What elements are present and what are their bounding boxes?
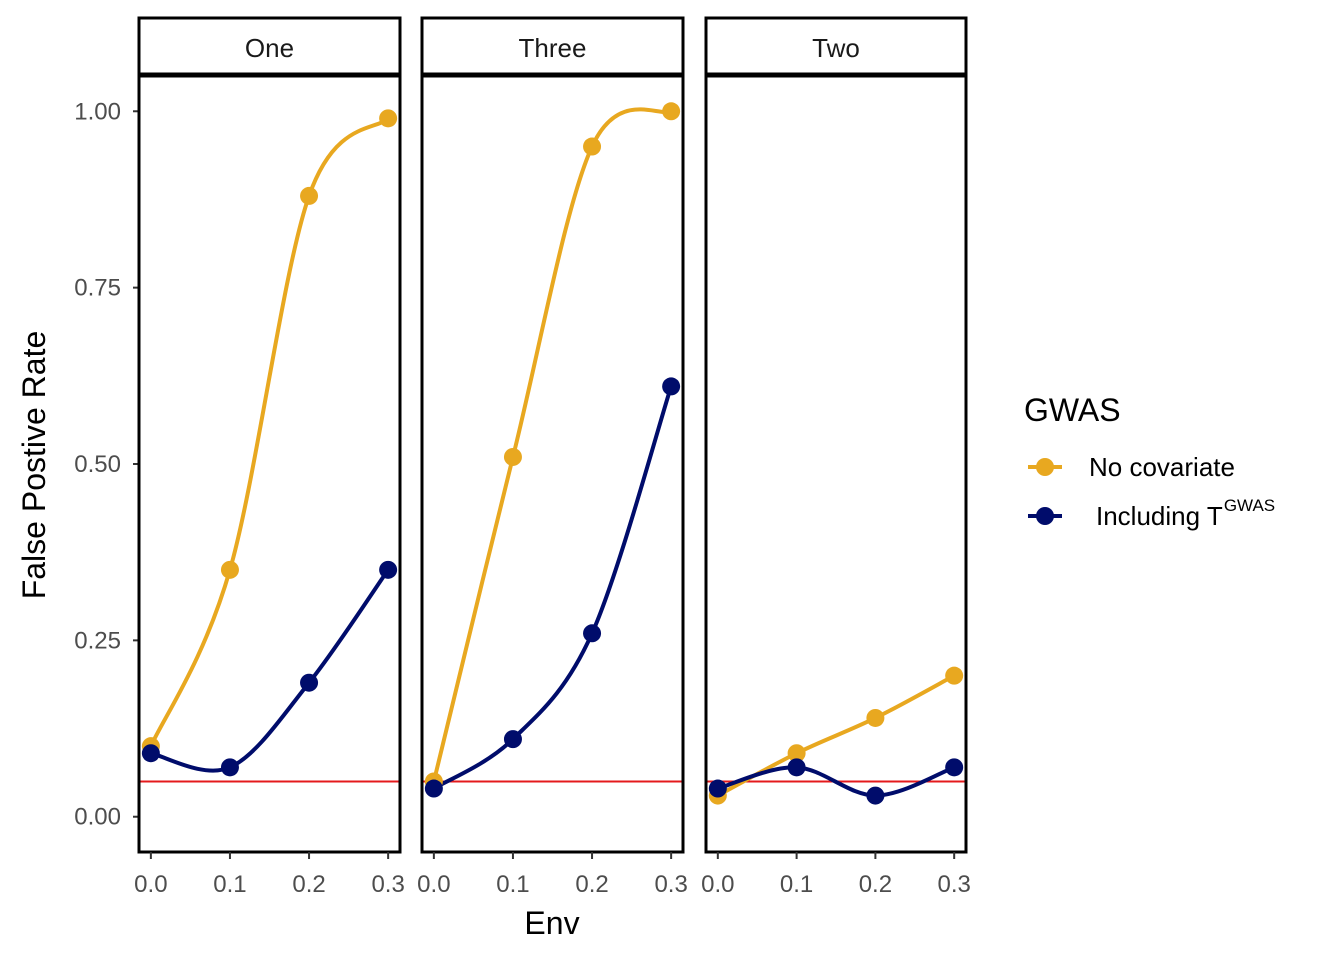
legend-label: Including T (1096, 501, 1223, 531)
facet-panel-three (420, 74, 685, 854)
x-tick-label: 0.2 (575, 871, 608, 898)
legend-title: GWAS (1024, 392, 1121, 428)
y-tick-label: 1.00 (74, 98, 121, 125)
data-point-including-tgwas (866, 786, 885, 805)
data-point-no-covariate (662, 102, 681, 121)
legend-label: No covariate (1089, 452, 1235, 482)
x-axis-title: Env (524, 905, 579, 941)
series-line-including-tgwas (148, 567, 391, 773)
data-point-including-tgwas (220, 758, 239, 777)
series-line-including-tgwas (715, 765, 957, 798)
y-axis-title: False Postive Rate (16, 331, 52, 600)
series-line-no-covariate (431, 107, 674, 784)
data-point-including-tgwas (141, 744, 160, 763)
facet-strip-two (704, 16, 968, 76)
data-point-including-tgwas (583, 624, 602, 643)
x-tick-label: 0.1 (780, 871, 813, 898)
data-point-no-covariate (787, 744, 806, 763)
data-point-no-covariate (945, 666, 964, 685)
facet-panel-one (137, 74, 402, 854)
x-tick-label: 0.2 (859, 871, 892, 898)
series-line-including-tgwas (431, 384, 674, 791)
legend-label-superscript: GWAS (1224, 496, 1275, 515)
data-point-no-covariate (503, 447, 522, 466)
legend-key-point (1036, 507, 1054, 525)
data-point-including-tgwas (708, 779, 727, 798)
facet-panel-two (704, 74, 968, 854)
data-point-including-tgwas (945, 758, 964, 777)
facet-strip-label: One (245, 33, 294, 63)
x-tick-label: 0.1 (496, 871, 529, 898)
legend-key-point (1036, 458, 1054, 476)
data-point-including-tgwas (424, 779, 443, 798)
data-point-including-tgwas (503, 730, 522, 749)
x-tick-label: 0.3 (371, 871, 404, 898)
x-tick-label: 0.0 (134, 871, 167, 898)
x-tick-label: 0.3 (937, 871, 970, 898)
series-line-no-covariate (148, 116, 391, 749)
data-point-no-covariate (866, 708, 885, 727)
y-tick-label: 0.50 (74, 451, 121, 478)
data-point-no-covariate (379, 109, 398, 128)
data-point-no-covariate (220, 560, 239, 579)
y-tick-label: 0.25 (74, 627, 121, 654)
data-point-including-tgwas (379, 560, 398, 579)
y-tick-label: 0.75 (74, 275, 121, 302)
x-tick-label: 0.1 (213, 871, 246, 898)
facet-strip-label: Two (812, 33, 860, 63)
data-point-including-tgwas (787, 758, 806, 777)
x-tick-label: 0.2 (292, 871, 325, 898)
x-tick-label: 0.0 (701, 871, 734, 898)
data-point-no-covariate (300, 186, 319, 205)
x-tick-label: 0.3 (654, 871, 687, 898)
facet-strip-three (420, 16, 685, 76)
x-tick-label: 0.0 (417, 871, 450, 898)
facet-strip-one (137, 16, 402, 76)
data-point-no-covariate (583, 137, 602, 156)
data-point-including-tgwas (662, 377, 681, 396)
facet-strip-label: Three (519, 33, 587, 63)
y-tick-label: 0.00 (74, 804, 121, 831)
data-point-including-tgwas (300, 673, 319, 692)
